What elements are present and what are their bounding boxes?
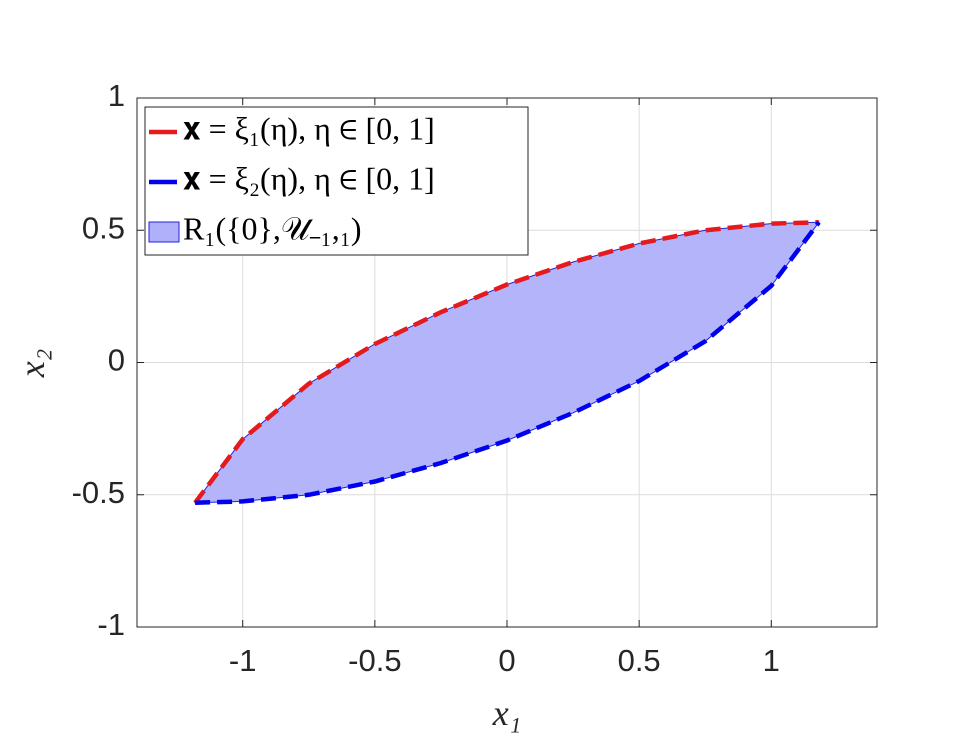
y-tick-label: -1 [97, 607, 125, 642]
x-axis-label: x₁ [492, 693, 522, 733]
legend-label: R₁({0},𝒰₋₁,₁) [183, 210, 362, 246]
x-tick-label: -0.5 [348, 643, 401, 678]
axes-box [136, 97, 878, 628]
legend-label: 𝐱 = ξ₁(η), η ∈ [0, 1] [183, 110, 435, 146]
y-axis-label: x₂ [12, 349, 52, 379]
legend-swatch [148, 221, 180, 243]
y-tick-label: -0.5 [72, 475, 125, 510]
curve [193, 220, 819, 505]
y-tick-label: 0 [108, 343, 125, 378]
plot-area: -1 -0.5 0 0.5 1 -1 -0.5 0 0.5 1 𝐱 = ξ₁(η), η ∈ [0,… [72, 78, 878, 678]
y-tick-label: 1 [108, 78, 125, 113]
legend-label: 𝐱 = ξ₂(η), η ∈ [0, 1] [183, 160, 435, 196]
x-tick-label: -1 [229, 643, 257, 678]
x-tick-label: 0 [498, 643, 515, 678]
y-tick-label: 0.5 [82, 210, 125, 245]
curve [195, 220, 821, 505]
x-tick-label: 0.5 [618, 643, 661, 678]
x-tick-label: 1 [763, 643, 780, 678]
legend-box [144, 106, 529, 256]
